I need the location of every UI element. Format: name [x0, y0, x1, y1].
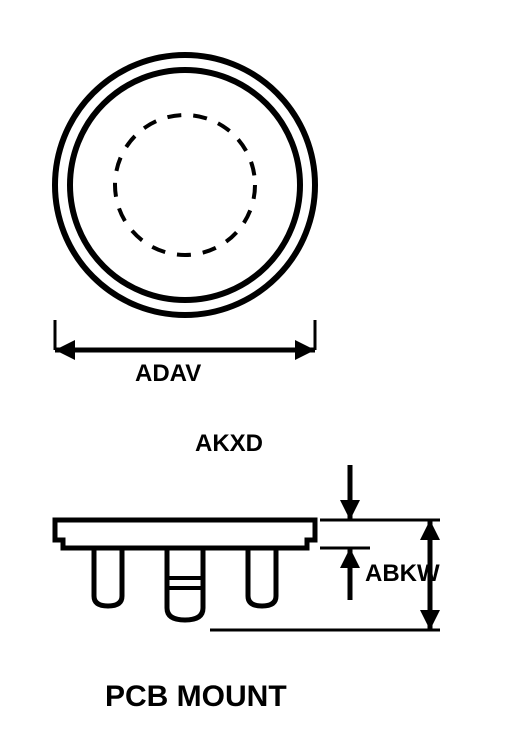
pin-left — [94, 548, 122, 606]
top-view — [55, 55, 315, 315]
label-adav: ADAV — [135, 360, 201, 388]
pcb-mount-diagram: ADAV AKXD ABKW PCB MOUNT — [0, 0, 524, 748]
diagram-svg — [0, 0, 524, 748]
label-akxd: AKXD — [195, 430, 263, 458]
label-abkw: ABKW — [365, 560, 440, 588]
pin-right — [248, 548, 276, 606]
dimension-adav — [55, 320, 315, 360]
diagram-title: PCB MOUNT — [105, 680, 287, 714]
side-view — [55, 520, 315, 620]
pin-center — [167, 548, 203, 620]
